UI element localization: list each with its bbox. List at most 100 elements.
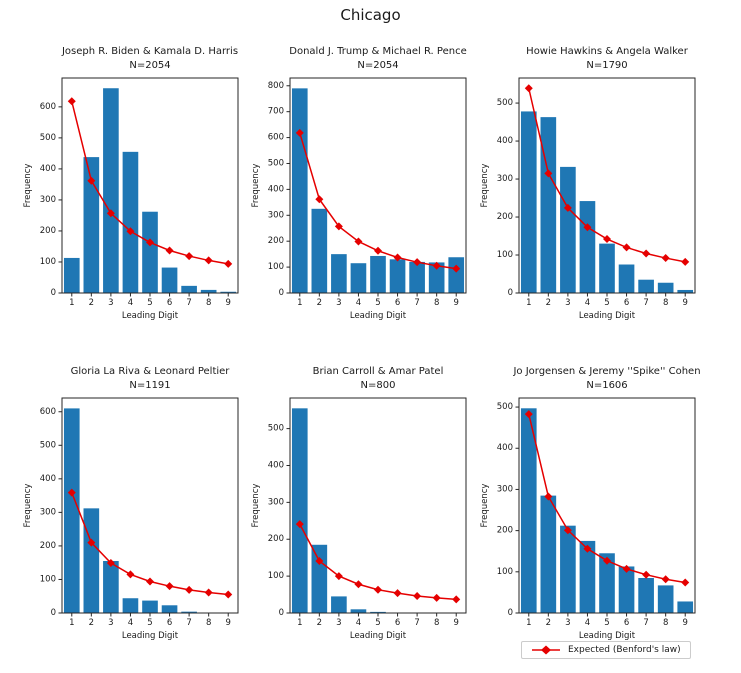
subplot-carroll-patel: Brian Carroll & Amar Patel N=800 0 100 200… <box>245 365 477 647</box>
x-tick-label: 2 <box>89 298 94 308</box>
expected-marker-digit-8 <box>432 261 441 270</box>
bar-digit-2 <box>83 157 100 293</box>
expected-marker-digit-6 <box>165 582 174 591</box>
x-tick-label: 5 <box>604 618 609 628</box>
expected-marker-digit-9 <box>224 259 233 268</box>
y-tick-label: 400 <box>40 474 56 484</box>
bar-digit-9 <box>677 601 694 613</box>
expected-marker-digit-9 <box>452 595 461 604</box>
x-tick-label: 7 <box>414 298 419 308</box>
bar-digit-4 <box>122 598 139 613</box>
y-tick-label: 200 <box>268 534 284 544</box>
expected-marker-digit-3 <box>106 559 115 568</box>
bar-digit-2 <box>540 495 557 613</box>
y-tick-label: 500 <box>40 440 56 450</box>
x-tick-label: 1 <box>526 618 531 628</box>
bar-digit-7 <box>181 611 197 613</box>
y-tick-label: 0 <box>279 288 284 298</box>
subplot-trump-pence: Donald J. Trump & Michael R. Pence N=205… <box>245 45 477 327</box>
x-tick-label: 6 <box>167 618 172 628</box>
x-tick-label: 4 <box>128 298 133 308</box>
bar-digit-8 <box>428 262 445 293</box>
x-tick-label: 8 <box>434 298 439 308</box>
x-tick-label: 5 <box>604 298 609 308</box>
subplot-title: Brian Carroll & Amar Patel N=800 <box>258 365 498 393</box>
x-axis-label: Leading Digit <box>122 311 179 321</box>
bar-digit-1 <box>520 408 537 613</box>
y-tick-label: 400 <box>497 443 513 453</box>
x-tick-label: 7 <box>414 618 419 628</box>
expected-marker-digit-6 <box>393 589 402 598</box>
expected-marker-digit-3 <box>563 203 572 212</box>
y-tick-label: 200 <box>40 541 56 551</box>
x-tick-label: 1 <box>69 618 74 628</box>
expected-marker-digit-1 <box>295 128 304 137</box>
expected-marker-digit-5 <box>374 246 382 255</box>
x-tick-label: 9 <box>683 618 688 628</box>
y-tick-label: 400 <box>497 136 513 146</box>
expected-marker-digit-7 <box>413 258 422 267</box>
expected-marker-digit-4 <box>583 544 592 553</box>
bar-digit-8 <box>657 282 674 293</box>
y-axis-label: Frequency <box>480 164 490 208</box>
x-tick-label: 5 <box>147 618 152 628</box>
x-tick-label: 5 <box>375 298 380 308</box>
bar-digit-1 <box>291 88 308 293</box>
y-tick-label: 400 <box>40 164 56 174</box>
x-tick-label: 4 <box>356 618 361 628</box>
expected-marker-digit-2 <box>544 169 553 178</box>
expected-marker-digit-1 <box>524 84 533 93</box>
bar-digit-2 <box>540 117 557 293</box>
x-tick-label: 8 <box>434 618 439 628</box>
y-axis-label: Frequency <box>480 484 490 528</box>
y-tick-label: 600 <box>40 407 56 417</box>
x-axis-label: Leading Digit <box>350 311 407 321</box>
expected-marker-digit-9 <box>224 590 233 599</box>
x-tick-label: 5 <box>147 298 152 308</box>
expected-marker-digit-8 <box>432 593 441 602</box>
bar-digit-3 <box>560 525 576 613</box>
expected-marker-digit-1 <box>67 488 76 497</box>
expected-marker-digit-9 <box>681 578 690 587</box>
candidate-names: Howie Hawkins & Angela Walker <box>526 46 688 57</box>
y-tick-label: 100 <box>40 257 56 267</box>
subplot-lariva-peltier: Gloria La Riva & Leonard Peltier N=1191 … <box>17 365 249 647</box>
x-tick-label: 2 <box>89 618 94 628</box>
x-tick-label: 7 <box>186 618 191 628</box>
bar-digit-5 <box>370 611 386 613</box>
expected-marker-digit-7 <box>185 252 194 261</box>
bar-digit-4 <box>579 540 596 613</box>
bar-digit-2 <box>83 508 100 613</box>
x-tick-label: 1 <box>69 298 74 308</box>
figure-title: Chicago <box>340 6 401 24</box>
subplot-title: Jo Jorgensen & Jeremy ''Spike'' Cohen N=… <box>487 365 727 393</box>
bar-digit-9 <box>677 289 694 293</box>
y-axis-label: Frequency <box>251 484 261 528</box>
subplot-jorgensen-cohen: Jo Jorgensen & Jeremy ''Spike'' Cohen N=… <box>474 365 706 647</box>
expected-marker-digit-2 <box>544 492 553 501</box>
x-tick-label: 3 <box>565 618 570 628</box>
legend-label: Expected (Benford's law) <box>568 645 681 655</box>
bar-digit-1 <box>291 408 308 613</box>
y-tick-label: 200 <box>497 212 513 222</box>
subplot-title: Joseph R. Biden & Kamala D. Harris N=205… <box>30 45 270 73</box>
chart-jorgensen-cohen: 0 100 200 300 400 500 1 2 3 4 5 6 7 8 9 Leading Digit Fr… <box>480 397 696 641</box>
bar-digit-2 <box>311 208 328 293</box>
x-axis-label: Leading Digit <box>579 631 636 641</box>
sample-size-label: N=1606 <box>586 380 628 391</box>
bar-digit-5 <box>142 211 158 293</box>
x-tick-label: 7 <box>186 298 191 308</box>
y-tick-label: 500 <box>497 402 513 412</box>
x-tick-label: 1 <box>297 618 302 628</box>
y-tick-label: 0 <box>508 288 513 298</box>
y-tick-label: 500 <box>40 133 56 143</box>
bar-digit-1 <box>63 257 80 293</box>
bar-digit-4 <box>350 263 367 293</box>
expected-marker-digit-2 <box>87 538 96 547</box>
expected-marker-digit-2 <box>315 557 324 566</box>
x-tick-label: 6 <box>395 298 400 308</box>
x-tick-label: 2 <box>546 618 551 628</box>
y-tick-label: 100 <box>497 567 513 577</box>
bar-digit-3 <box>331 254 347 293</box>
x-tick-label: 1 <box>297 298 302 308</box>
